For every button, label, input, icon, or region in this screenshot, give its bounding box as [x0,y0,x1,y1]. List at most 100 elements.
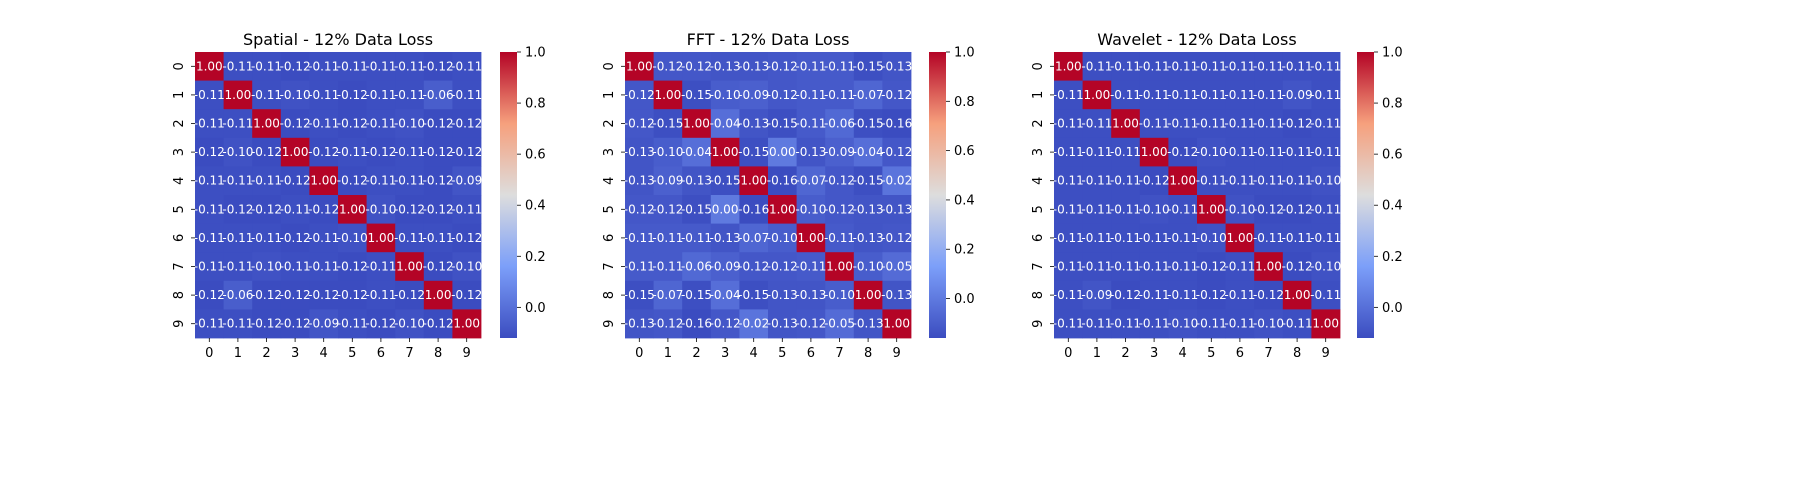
cell-value-label: -0.13 [624,145,655,159]
x-tick-label: 2 [1121,346,1129,361]
heatmap-title: FFT - 12% Data Loss [687,30,850,49]
cell-value-label: -0.11 [1081,231,1112,245]
heatmap-cell [195,109,224,139]
colorbar-tick-label: 0.2 [525,250,546,265]
heatmap-cell [853,223,883,253]
cell-value-label: -0.11 [222,317,253,331]
cell-value-label: -0.13 [710,59,741,73]
cell-value-label: -0.15 [767,117,798,131]
heatmap-cell [1225,166,1255,196]
heatmap-cell [252,280,282,310]
cell-value-label: -0.09 [1282,88,1313,102]
cell-value-label: -0.11 [824,231,855,245]
cell-value-label: -0.04 [681,145,712,159]
heatmap-cell [338,280,367,310]
cell-value-label: -0.11 [451,202,482,216]
heatmap-cell [195,166,224,196]
cell-value-label: -0.12 [251,288,282,302]
heatmap-cell [1054,252,1083,282]
colorbar-tick-label: 0.0 [954,292,975,307]
heatmap-cell [1282,280,1312,310]
heatmap-cell [1197,52,1226,81]
heatmap-cell [653,252,683,282]
cell-value-label: -0.12 [1253,202,1284,216]
cell-value-label: -0.12 [451,145,482,159]
heatmap-cell [1082,280,1112,310]
heatmap-cell [395,280,425,310]
y-tick-label: 3 [172,148,187,156]
heatmap-cell [1282,252,1312,282]
cell-value-label: 1.00 [798,231,825,245]
cell-value-label: -0.12 [280,231,311,245]
cell-value-label: -0.04 [853,145,884,159]
x-tick-label: 4 [1179,346,1187,361]
cell-value-label: -0.11 [1253,117,1284,131]
cell-value-label: -0.16 [738,202,769,216]
y-tick-label: 3 [602,148,617,156]
cell-value-label: 1.00 [1255,260,1282,274]
heatmap-cell [1111,223,1141,253]
heatmap-cell [395,195,425,224]
cell-value-label: -0.11 [1224,117,1255,131]
heatmap-cell [739,309,769,339]
cell-value-label: -0.15 [681,202,712,216]
cell-value-label: -0.15 [738,288,769,302]
heatmap-cell [853,309,883,339]
cell-value-label: -0.12 [423,59,454,73]
colorbar-tick-label: 0.8 [1382,97,1403,112]
cell-value-label: -0.12 [1282,202,1313,216]
y-tick-label: 3 [1031,148,1046,156]
cell-value-label: -0.13 [853,317,884,331]
heatmap-cell [309,137,339,167]
heatmap-cell [1168,137,1198,167]
heatmap-cell [1311,280,1341,310]
heatmap-cell [1225,195,1255,224]
cell-value-label: -0.10 [767,231,798,245]
heatmap-cell [1225,137,1255,167]
cell-value-label: -0.11 [1224,145,1255,159]
cell-value-label: -0.11 [1224,288,1255,302]
heatmap-cell [1168,195,1198,224]
cell-value-label: -0.13 [853,231,884,245]
heatmap-cell [710,252,740,282]
colorbar [929,52,946,338]
heatmap-cell [710,309,740,339]
heatmap-cell [682,309,712,339]
heatmap-cell [768,166,797,196]
cell-value-label: -0.11 [251,59,282,73]
heatmap-cell [1168,52,1198,81]
heatmap-cell [882,52,912,81]
cell-value-label: -0.11 [1167,88,1198,102]
cell-value-label: -0.12 [1139,174,1170,188]
cell-value-label: -0.11 [1167,59,1198,73]
x-tick-label: 2 [692,346,700,361]
cell-value-label: -0.12 [308,202,339,216]
cell-value-label: -0.11 [1053,174,1084,188]
heatmap-cell [739,223,769,253]
cell-value-label: -0.10 [795,202,826,216]
heatmap-cell [710,137,740,167]
colorbar-tick-label: 0.0 [525,301,546,316]
heatmap-cell [1082,166,1112,196]
cell-value-label: -0.11 [394,59,425,73]
cell-value-label: -0.11 [1053,117,1084,131]
heatmap-cell [223,109,253,139]
cell-value-label: -0.12 [308,145,339,159]
heatmap-cell [1111,52,1141,81]
cell-value-label: 1.00 [712,145,739,159]
heatmap-cell [1054,223,1083,253]
heatmap-cell [195,137,224,167]
cell-value-label: 1.00 [1198,202,1225,216]
cell-value-label: -0.12 [251,202,282,216]
cell-value-label: -0.15 [681,288,712,302]
cell-value-label: -0.11 [194,202,225,216]
heatmap-cell [1311,137,1341,167]
cell-value-label: -0.11 [1224,317,1255,331]
cell-value-label: 0.00 [712,202,739,216]
heatmap-cell [882,195,912,224]
heatmap-cell [1254,252,1284,282]
heatmap-cell [682,52,712,81]
heatmap-cell [223,309,253,339]
y-tick-label: 8 [1031,291,1046,299]
heatmap-cell [338,252,367,282]
